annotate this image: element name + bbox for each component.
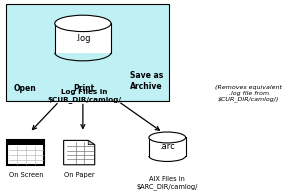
Text: Log Files in
$CUR_DIR/camlog/: Log Files in $CUR_DIR/camlog/	[47, 89, 121, 103]
Text: Open: Open	[14, 84, 36, 93]
FancyBboxPatch shape	[7, 140, 44, 165]
Text: AIX Files in
$ARC_DIR/camlog/: AIX Files in $ARC_DIR/camlog/	[136, 176, 198, 190]
Polygon shape	[55, 23, 111, 53]
Text: (Removes equivalent
.log file from
$CUR_DIR/camlog/): (Removes equivalent .log file from $CUR_…	[215, 85, 282, 102]
FancyBboxPatch shape	[7, 140, 44, 145]
Text: .log: .log	[75, 34, 91, 43]
Text: Save as
Archive: Save as Archive	[130, 71, 163, 91]
Text: On Paper: On Paper	[64, 172, 95, 178]
Polygon shape	[149, 137, 186, 156]
Text: On Screen: On Screen	[9, 172, 43, 178]
FancyBboxPatch shape	[6, 4, 169, 101]
Polygon shape	[64, 140, 95, 165]
Text: Print: Print	[74, 84, 95, 93]
Polygon shape	[88, 140, 95, 145]
Ellipse shape	[55, 15, 111, 32]
Text: .arc: .arc	[159, 142, 175, 151]
Ellipse shape	[149, 132, 186, 143]
